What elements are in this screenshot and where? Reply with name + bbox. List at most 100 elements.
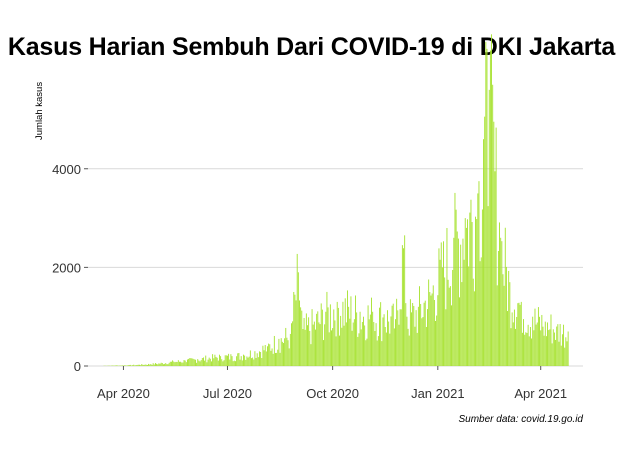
data-bar [523,319,525,366]
data-bar [213,358,215,366]
data-bar [208,357,210,366]
data-bar [524,334,526,366]
data-bar [207,359,209,366]
data-bar [339,335,340,366]
data-bar [389,333,391,366]
data-bar [369,314,371,366]
data-bar [256,353,258,366]
x-tick-label: Jul 2020 [203,386,252,401]
data-bar [441,267,443,366]
data-bar [414,326,416,366]
data-bar [387,310,388,366]
data-bar [381,341,383,366]
data-bar [219,354,220,366]
data-bar [353,319,355,366]
source-caption: Sumber data: covid.19.go.id [458,414,583,425]
data-bar [238,353,240,366]
data-bar [286,337,288,366]
data-bar [129,364,131,366]
x-tick-label: Jan 2021 [411,386,465,401]
data-bar [246,356,248,366]
data-bar [364,325,366,366]
data-bar [124,365,126,366]
data-bar [411,312,412,366]
data-bar [195,359,196,366]
data-bar [299,300,300,366]
data-bar [379,307,380,366]
data-bar [494,171,496,366]
data-bar [560,345,562,366]
data-bar [547,322,549,366]
data-bar [388,321,390,366]
data-bar [396,298,398,366]
data-bar [567,331,569,366]
data-bar [549,329,551,366]
data-bar [348,306,350,366]
data-bar [368,319,370,366]
data-bar [475,216,476,366]
data-bar [350,296,352,366]
data-bar [300,307,302,366]
data-bar [427,309,428,366]
data-bar [509,282,511,366]
data-bar [262,345,264,366]
data-bar [400,309,402,366]
data-bar [222,361,224,366]
data-bar [406,316,408,366]
data-bar [512,322,514,366]
data-bar [177,360,179,366]
data-bar [376,340,378,366]
data-bar [212,354,214,366]
data-bar [545,336,547,366]
data-bar [397,310,399,366]
data-bar [162,364,164,366]
data-bar [469,212,471,366]
data-bar [551,343,553,366]
data-bar [166,364,168,366]
data-bar [164,363,166,366]
data-bar [252,357,254,366]
data-bar [302,329,304,366]
data-bar [291,323,292,366]
data-bar [225,355,227,366]
data-bar [374,331,376,366]
data-bar [420,303,422,366]
data-bar [137,364,139,366]
data-bar [264,345,266,366]
data-bar [229,359,231,366]
data-bar [168,362,170,366]
data-bar [220,356,222,366]
data-bar [136,364,138,366]
data-bar [297,272,299,366]
data-bar [566,341,568,366]
data-bar [199,361,201,366]
data-bar [563,324,565,366]
data-bar [216,357,218,366]
data-bar [548,330,550,366]
data-bar [140,365,142,366]
data-bar [281,341,283,366]
data-bar [287,340,289,366]
data-bar [239,359,241,366]
data-bar [372,311,374,366]
data-bar [503,285,505,366]
data-bar [457,238,459,366]
data-bar [392,303,394,366]
data-bar [200,360,202,366]
data-bar [316,313,318,366]
data-bar [340,315,342,366]
data-bar [407,328,409,366]
data-bar [559,324,561,366]
data-bar [556,326,558,366]
data-bar [527,324,529,366]
chart-title: Kasus Harian Sembuh Dari COVID-19 di DKI… [7,33,616,61]
data-bar [408,335,410,366]
data-bar [187,359,188,366]
data-bar [333,309,335,366]
data-bar [366,338,368,366]
data-bar [289,333,291,366]
data-bar [255,357,257,366]
data-bar [553,332,555,366]
data-bar [481,209,483,366]
data-bar [270,350,272,366]
